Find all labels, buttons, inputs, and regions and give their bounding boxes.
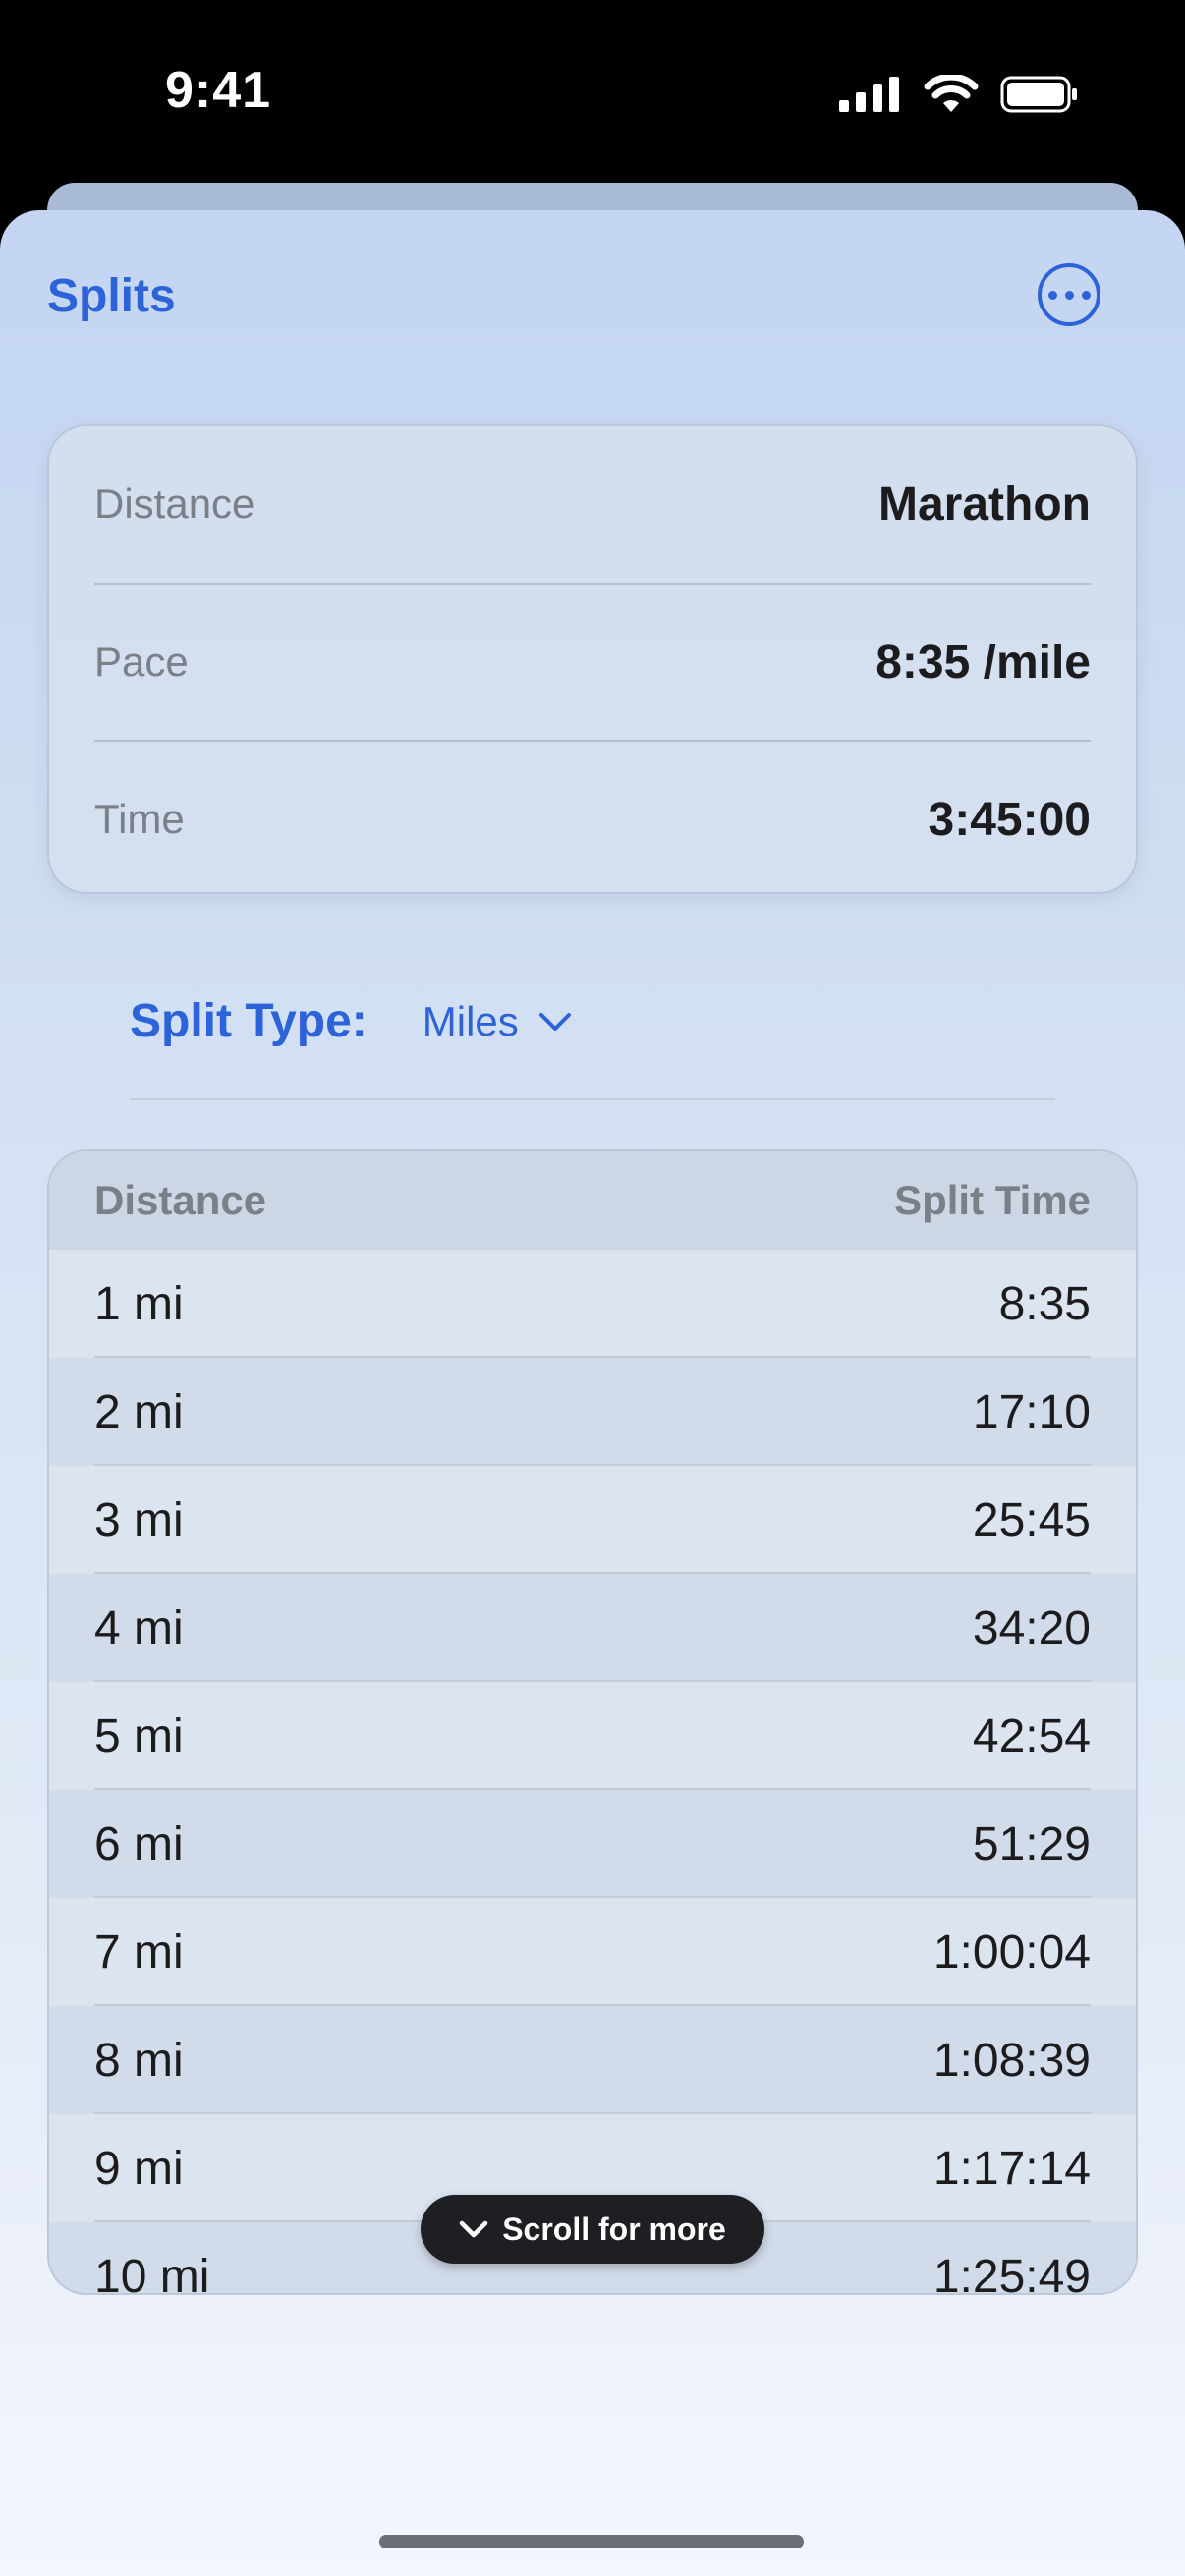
table-row: 8 mi 1:08:39 <box>49 2006 1136 2114</box>
row-split-time: 25:45 <box>972 1493 1091 1546</box>
row-split-time: 1:08:39 <box>932 2034 1091 2087</box>
row-split-time: 42:54 <box>972 1709 1091 1763</box>
row-split-time: 51:29 <box>972 1818 1091 1871</box>
table-row: 6 mi 51:29 <box>49 1790 1136 1898</box>
row-split-time: 1:25:49 <box>932 2250 1091 2295</box>
row-distance: 3 mi <box>94 1493 184 1546</box>
table-row: 3 mi 25:45 <box>49 1466 1136 1574</box>
table-body: 1 mi 8:35 2 mi 17:10 3 mi 25:45 4 mi 34:20 5… <box>49 1250 1136 2295</box>
scroll-for-more-label: Scroll for more <box>502 2211 726 2247</box>
row-split-time: 1:17:14 <box>932 2142 1091 2195</box>
chevron-down-icon <box>459 2220 488 2238</box>
row-distance: 5 mi <box>94 1709 184 1763</box>
wifi-icon <box>924 75 979 112</box>
table-row: 2 mi 17:10 <box>49 1358 1136 1466</box>
row-distance: 1 mi <box>94 1277 184 1330</box>
row-distance: 9 mi <box>94 2142 184 2195</box>
page-title: Splits <box>47 270 176 322</box>
row-distance: 6 mi <box>94 1818 184 1871</box>
more-options-button[interactable] <box>1038 263 1100 326</box>
splits-sheet: Splits Distance Marathon Pace 8:35 /mile… <box>0 210 1185 2576</box>
status-time: 9:41 <box>165 62 272 119</box>
splits-table[interactable]: Distance Split Time 1 mi 8:35 2 mi 17:10 3… <box>47 1149 1138 2295</box>
row-split-time: 1:00:04 <box>932 1926 1091 1979</box>
summary-row-time: Time 3:45:00 <box>94 740 1091 897</box>
summary-row-pace: Pace 8:35 /mile <box>94 583 1091 740</box>
ellipsis-circle-icon-dot <box>1047 290 1057 300</box>
table-header: Distance Split Time <box>49 1151 1136 1250</box>
status-bar: 9:41 <box>0 0 1185 187</box>
column-header-split-time: Split Time <box>894 1177 1091 1223</box>
row-split-time: 34:20 <box>972 1601 1091 1654</box>
scroll-for-more-button[interactable]: Scroll for more <box>421 2195 764 2264</box>
battery-icon <box>1000 76 1077 113</box>
column-header-distance: Distance <box>94 1177 267 1223</box>
summary-label: Distance <box>94 480 255 527</box>
divider <box>130 1098 1055 1100</box>
table-row: 5 mi 42:54 <box>49 1682 1136 1790</box>
table-row: 4 mi 34:20 <box>49 1574 1136 1682</box>
row-distance: 7 mi <box>94 1926 184 1979</box>
table-row: 1 mi 8:35 <box>49 1250 1136 1358</box>
chevron-down-icon <box>538 1012 571 1031</box>
table-row: 7 mi 1:00:04 <box>49 1898 1136 2006</box>
split-type-control: Split Type: Miles <box>130 994 572 1048</box>
summary-value: Marathon <box>878 477 1091 531</box>
summary-label: Time <box>94 796 185 842</box>
cellular-signal-icon <box>839 77 899 112</box>
split-type-label: Split Type: <box>130 995 367 1047</box>
ellipsis-circle-icon-dot <box>1081 290 1091 300</box>
summary-label: Pace <box>94 639 189 685</box>
home-indicator[interactable] <box>379 2535 804 2548</box>
status-icons <box>839 71 1079 118</box>
summary-value: 8:35 /mile <box>875 636 1091 689</box>
row-distance: 8 mi <box>94 2034 184 2087</box>
summary-value: 3:45:00 <box>928 793 1091 846</box>
summary-row-distance: Distance Marathon <box>94 426 1091 582</box>
row-distance: 4 mi <box>94 1601 184 1654</box>
row-split-time: 8:35 <box>998 1277 1091 1330</box>
split-type-value: Miles <box>422 997 519 1044</box>
ellipsis-circle-icon-dot <box>1064 290 1074 300</box>
row-split-time: 17:10 <box>972 1385 1091 1438</box>
row-distance: 10 mi <box>94 2250 210 2295</box>
summary-card: Distance Marathon Pace 8:35 /mile Time 3… <box>47 424 1138 894</box>
row-distance: 2 mi <box>94 1385 184 1438</box>
split-type-dropdown[interactable]: Miles <box>423 998 572 1045</box>
